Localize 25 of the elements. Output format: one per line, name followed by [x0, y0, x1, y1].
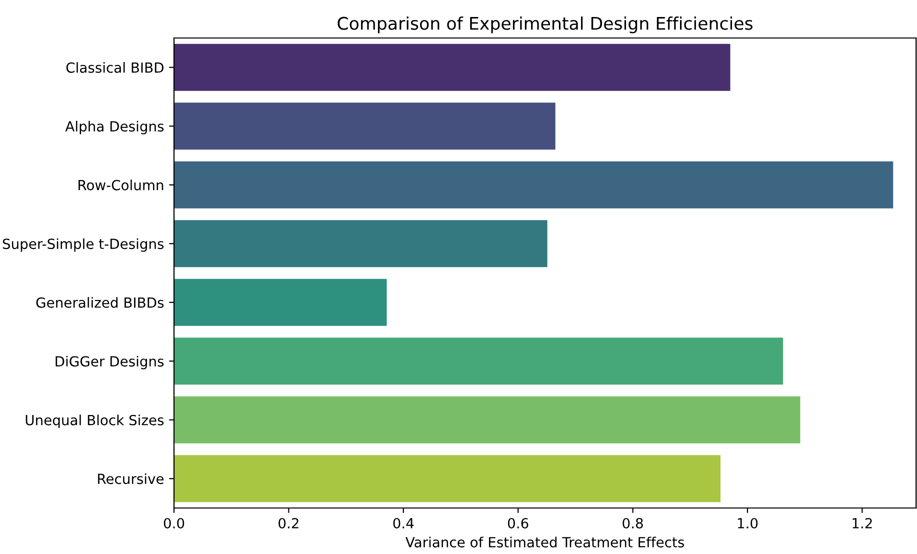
x-tick-label: 1.2 [852, 518, 872, 528]
x-axis-title: Variance of Estimated Treatment Effects [406, 536, 684, 548]
y-tick-label: Recursive [98, 473, 164, 484]
bar [174, 161, 894, 208]
y-tick-label: Alpha Designs [65, 120, 164, 134]
bar [174, 396, 800, 444]
y-tick-label: Row-Column [78, 180, 164, 190]
bar [174, 44, 730, 91]
bar [174, 102, 556, 150]
bar [174, 278, 387, 326]
chart-title: Comparison of Experimental Design Efficiencies [338, 16, 753, 34]
x-tick-label: 0.2 [278, 518, 298, 528]
x-tick-label: 0.6 [508, 518, 528, 528]
x-tick-label: 0.4 [393, 518, 414, 528]
bar [174, 338, 784, 385]
y-tick-label: Generalized BIBDs [36, 297, 164, 308]
bar [174, 220, 548, 268]
y-tick-label: Unequal Block Sizes [26, 414, 164, 428]
y-tick-label: Classical BIBD [66, 62, 164, 73]
x-tick-label: 1.0 [738, 518, 758, 528]
x-tick-label: 0.0 [164, 518, 184, 528]
y-tick-label: DiGGer Designs [56, 356, 164, 370]
bar [174, 455, 721, 502]
x-tick-label: 0.8 [622, 518, 643, 528]
y-tick-label: Super-Simple t-Designs [2, 238, 164, 252]
